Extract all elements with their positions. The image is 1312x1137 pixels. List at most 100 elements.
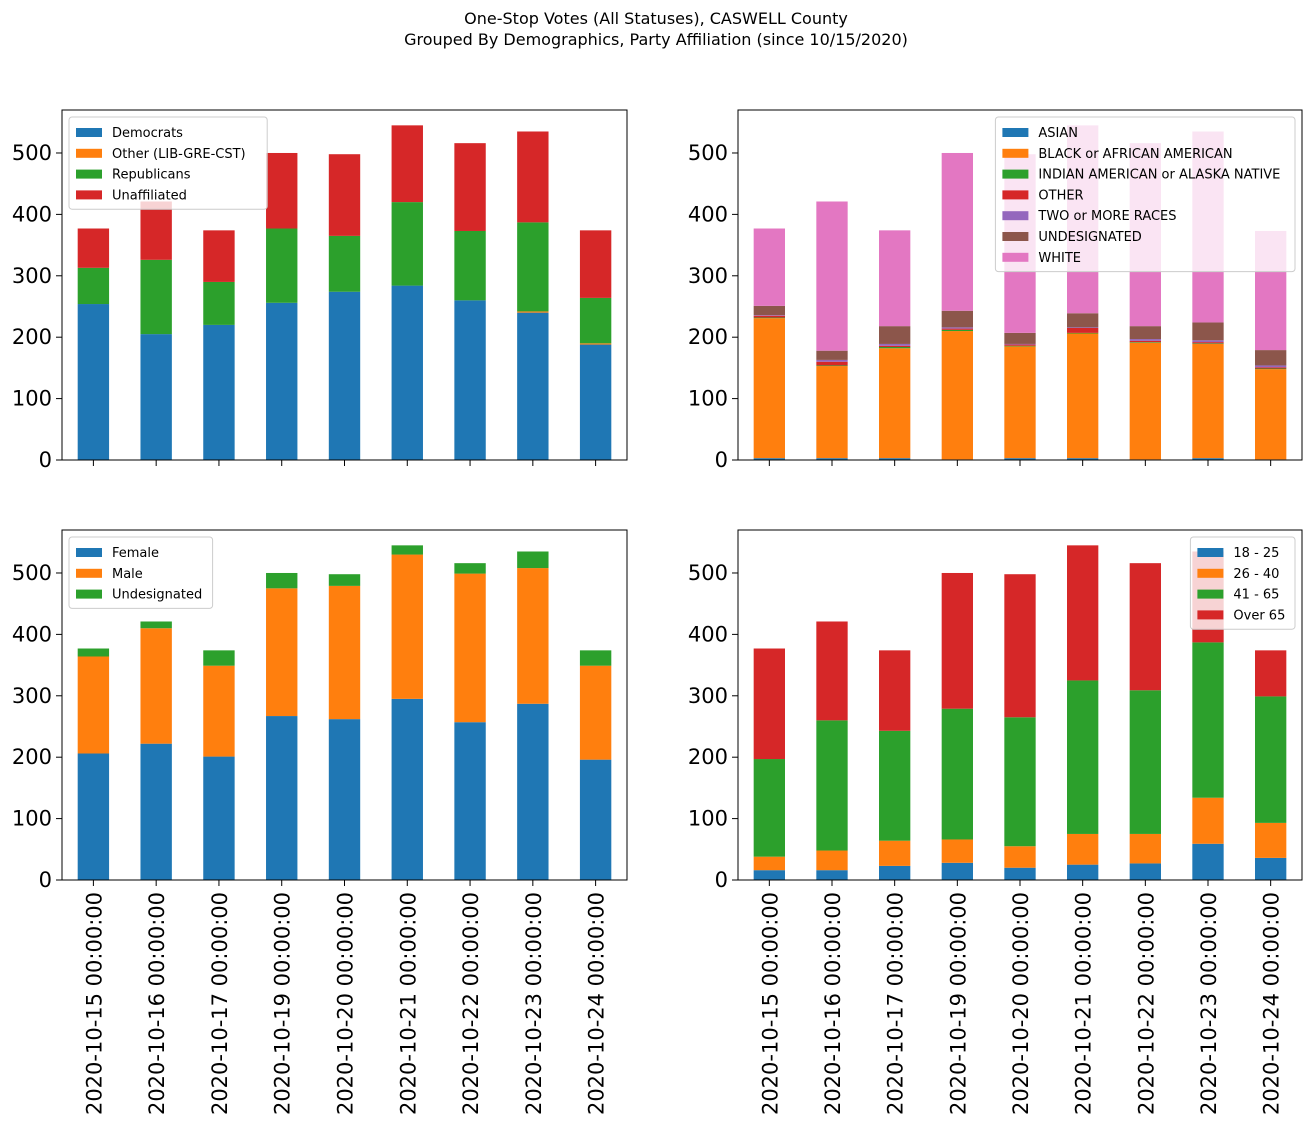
- bar-segment: [879, 348, 911, 459]
- bar-segment: [1067, 327, 1099, 328]
- legend-label: OTHER: [1038, 188, 1083, 203]
- bar-segment: [391, 285, 423, 460]
- bar-segment: [140, 259, 172, 335]
- bar-segment: [879, 343, 911, 346]
- bar-segment: [266, 152, 298, 229]
- y-tick-label: 400: [688, 202, 728, 226]
- bar-segment: [203, 230, 235, 282]
- x-tick-label: 2020-10-21 00:00:00: [1072, 892, 1096, 1115]
- legend: Female Male Undesignated: [68, 536, 214, 609]
- bar-segment: [77, 228, 110, 268]
- bar-segment: [140, 201, 172, 260]
- bar-segment: [879, 458, 911, 460]
- bar-segment: [816, 621, 848, 721]
- bar-segment: [1004, 343, 1036, 345]
- bar-segment: [941, 839, 973, 863]
- bar-segment: [816, 870, 848, 880]
- bar-segment: [1129, 863, 1161, 880]
- bar-segment: [941, 329, 973, 332]
- bar-segment: [1129, 342, 1161, 460]
- bar-segment: [77, 753, 110, 880]
- y-tick-label: 100: [688, 807, 728, 831]
- legend-swatch: [1002, 148, 1029, 158]
- bar-segment: [1129, 342, 1161, 343]
- bar-segment: [879, 650, 911, 731]
- bar-segment: [1067, 313, 1099, 328]
- bar-segment: [454, 722, 486, 880]
- bar-segment: [517, 311, 549, 313]
- bar-segment: [1067, 333, 1099, 459]
- bar-segment: [1004, 332, 1036, 344]
- bar-segment: [941, 572, 973, 709]
- bar-segment: [879, 730, 911, 841]
- bar-segment: [1192, 797, 1224, 844]
- bar-segment: [266, 228, 298, 303]
- bar-segment: [1067, 680, 1099, 834]
- x-tick-label: 2020-10-16 00:00:00: [145, 892, 169, 1115]
- bar-segment: [517, 551, 549, 569]
- legend-swatch: [1197, 548, 1224, 557]
- bar-segment: [753, 856, 785, 871]
- legend-swatch: [76, 589, 102, 599]
- bar-segment: [1192, 458, 1224, 460]
- bar-segment: [517, 312, 549, 460]
- bar-segment: [1067, 332, 1099, 334]
- legend-swatch: [76, 190, 102, 200]
- bar-segment: [941, 328, 973, 330]
- figure-title-line-2: Grouped By Demographics, Party Affiliati…: [404, 30, 908, 49]
- y-tick-label: 200: [12, 745, 52, 769]
- bar-segment: [454, 300, 486, 460]
- bar-segment: [753, 228, 785, 306]
- legend-label: UNDESIGNATED: [1038, 230, 1141, 245]
- legend-swatch: [1197, 568, 1224, 578]
- bar-segment: [753, 317, 785, 319]
- bar-segment: [879, 326, 911, 344]
- y-tick-label: 400: [688, 622, 728, 646]
- y-tick-label: 300: [688, 684, 728, 708]
- bar-segment: [391, 125, 423, 203]
- bar-segment: [1067, 327, 1099, 333]
- bar-segment: [1255, 857, 1287, 880]
- bar-segment: [1004, 574, 1036, 718]
- legend-swatch: [1002, 211, 1029, 221]
- bar-segment: [454, 563, 486, 574]
- bar-segment: [1129, 339, 1161, 341]
- x-tick-label: 2020-10-24 00:00:00: [585, 892, 609, 1115]
- legend-label: 41 - 65: [1233, 588, 1279, 603]
- bar-segment: [266, 716, 298, 880]
- chart-panel-2: 0 100 200 300 400 500 ASIAN BLACK or AFRICAN AM…: [688, 109, 1303, 472]
- bar-segment: [1255, 368, 1287, 370]
- bar-segment: [879, 345, 911, 348]
- y-tick-label: 400: [12, 622, 52, 646]
- legend: ASIAN BLACK or AFRICAN AMERICAN INDIAN AME…: [994, 116, 1296, 273]
- bar-segment: [1129, 833, 1161, 864]
- bar-segment: [266, 572, 298, 589]
- bar-segment: [1255, 696, 1287, 823]
- bar-segment: [1067, 458, 1099, 460]
- legend-label: Republicans: [112, 168, 191, 183]
- bar-segment: [753, 648, 785, 760]
- y-tick-label: 200: [688, 325, 728, 349]
- legend-box: [68, 116, 268, 210]
- bar-segment: [1192, 343, 1224, 459]
- bar-segment: [1255, 365, 1287, 368]
- legend-swatch: [1197, 610, 1224, 620]
- bar-segment: [77, 304, 110, 460]
- bar-segment: [579, 343, 612, 345]
- bar-segment: [879, 865, 911, 880]
- y-tick-label: 400: [12, 202, 52, 226]
- bar-segment: [941, 862, 973, 880]
- y-tick-label: 300: [688, 264, 728, 288]
- bar-segment: [1255, 650, 1287, 697]
- bar-segment: [77, 656, 110, 754]
- bar-segment: [816, 359, 848, 362]
- x-tick-label: 2020-10-16 00:00:00: [821, 892, 845, 1115]
- bar-segment: [1004, 458, 1036, 460]
- bar-segment: [753, 458, 785, 460]
- legend-swatch: [1197, 589, 1224, 599]
- bar-segment: [77, 267, 110, 305]
- legend-label: 18 - 25: [1233, 546, 1279, 561]
- chart-panel-4: 0 100 200 300 400 500 2020-10-15 00:00:00 2020-…: [688, 529, 1303, 1115]
- y-tick-label: 300: [12, 264, 52, 288]
- x-tick-label: 2020-10-20 00:00:00: [1009, 892, 1033, 1115]
